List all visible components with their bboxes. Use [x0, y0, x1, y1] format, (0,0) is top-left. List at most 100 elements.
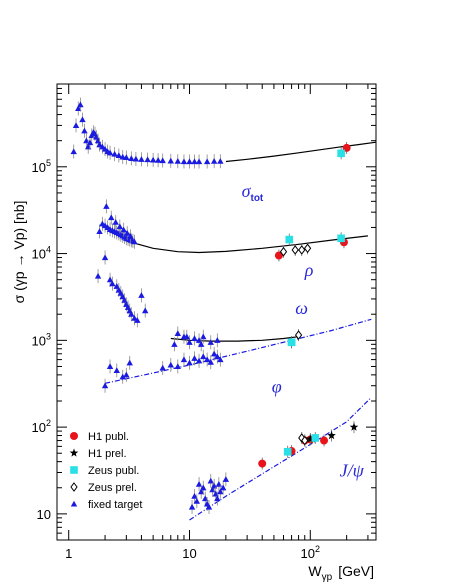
point-fixed-target-phi: [214, 353, 221, 360]
legend-marker-h1_prel: [69, 448, 79, 457]
y-tick-label: 103: [32, 331, 51, 348]
point-zeus_prel-rho: [279, 246, 288, 257]
point-h1_publ-jpsi: [258, 459, 267, 468]
point-fixed-target-jpsi: [191, 492, 198, 499]
point-fixed-target-tot: [96, 141, 103, 148]
point-fixed-target-tot: [138, 156, 145, 162]
point-fixed-target-phi: [191, 355, 198, 361]
point-fixed-target-tot: [115, 152, 123, 159]
point-fixed-target-rho_lowW: [142, 307, 149, 314]
point-zeus_prel-omega: [294, 330, 303, 340]
point-fixed-target-jpsi: [195, 480, 203, 487]
point-fixed-target-tot: [132, 155, 140, 162]
point-fixed-target-omega: [174, 330, 181, 337]
curves-layer: [104, 141, 377, 521]
point-fixed-target-jpsi: [200, 484, 207, 491]
legend: H1 publ. H1 prel. Zeus publ. Zeus prel. fixe…: [69, 431, 142, 511]
point-fixed-target-tot: [159, 157, 166, 164]
point-fixed-target-phi: [126, 359, 133, 366]
point-fixed-target-tot: [128, 155, 135, 161]
point-fixed-target-phi: [174, 363, 181, 370]
point-fixed-target-tot: [111, 150, 118, 157]
point-zeus_prel-jpsi: [301, 435, 309, 446]
point-fixed-target-tot: [203, 158, 211, 165]
point-fixed-target-rho_lowW: [113, 283, 120, 289]
point-fixed-target-tot: [75, 105, 82, 112]
point-fixed-target-rho: [120, 226, 127, 233]
point-fixed-target-tot: [106, 149, 114, 156]
point-h1_publ-rho: [274, 251, 283, 260]
point-fixed-target-tot: [86, 139, 94, 146]
legend-marker-zeus_publ: [70, 466, 78, 474]
point-fixed-target-phi: [101, 382, 109, 389]
curve-tot: [225, 141, 377, 163]
y-tick-label: 105: [32, 158, 51, 175]
legend-label-h1_publ: H1 publ.: [88, 431, 129, 443]
y-tick-label: 104: [32, 245, 51, 262]
point-fixed-target-rho_lowW: [106, 276, 114, 283]
point-fixed-target-jpsi: [222, 476, 230, 482]
label-tot: σtot: [242, 181, 264, 204]
point-zeus_prel-rho: [291, 245, 299, 255]
point-fixed-target-omega: [191, 335, 198, 342]
legend-label-h1_prel: H1 prel.: [88, 448, 127, 460]
point-fixed-target-rho: [112, 218, 119, 225]
curve-phi: [104, 318, 372, 384]
point-fixed-target-jpsi: [207, 477, 214, 484]
point-fixed-target-rho_lowW: [134, 317, 141, 323]
point-fixed-target-rho_lowW: [94, 272, 102, 279]
point-fixed-target-rho: [103, 203, 110, 209]
label-phi: φ: [272, 377, 282, 397]
point-fixed-target-jpsi: [217, 488, 224, 495]
point-fixed-target-omega: [186, 339, 193, 345]
point-fixed-target-phi: [203, 356, 211, 363]
point-fixed-target-phi: [195, 357, 203, 364]
point-fixed-target-phi: [167, 361, 174, 368]
point-fixed-target-omega: [195, 337, 203, 343]
point-fixed-target-jpsi: [215, 480, 223, 487]
point-fixed-target-tot: [174, 158, 181, 164]
point-fixed-target-omega: [171, 341, 178, 347]
label-jpsi: J/ψ: [340, 460, 365, 480]
label-omega: ω: [295, 298, 308, 318]
point-fixed-target-tot: [149, 156, 157, 163]
point-fixed-target-jpsi: [197, 488, 205, 495]
point-fixed-target-phi: [183, 333, 191, 340]
point-zeus_publ-phi: [287, 338, 296, 347]
point-fixed-target-rho: [116, 223, 124, 230]
x-axis-title: Wγp [GeV]: [308, 563, 374, 583]
point-fixed-target-tot: [70, 148, 77, 155]
point-fixed-target-rho: [108, 214, 115, 221]
point-zeus_prel-rho: [298, 245, 306, 255]
plot-frame: [56, 83, 377, 541]
labels-layer: σtot ρω φ J/ψ: [242, 181, 365, 481]
point-fixed-target-tot: [217, 158, 224, 164]
point-fixed-target-tot: [72, 122, 80, 128]
point-zeus_publ-rho: [285, 235, 294, 244]
point-fixed-target-phi: [200, 353, 207, 360]
point-zeus_publ-rho: [337, 234, 345, 243]
point-zeus_publ-jpsi: [311, 434, 320, 442]
point-h1_prel-jpsi: [306, 434, 315, 443]
legend-label-zeus_publ: Zeus publ.: [88, 465, 139, 477]
point-fixed-target-phi: [180, 356, 188, 363]
point-fixed-target-jpsi: [188, 503, 196, 510]
legend-label-zeus_prel: Zeus prel.: [88, 482, 137, 494]
y-tick-label: 10: [37, 507, 51, 522]
point-fixed-target-jpsi: [214, 495, 221, 502]
label-rho: ρ: [304, 260, 314, 280]
point-fixed-target-rho_lowW: [131, 314, 138, 321]
point-zeus_prel-rho: [303, 243, 312, 254]
legend-marker-zeus_prel: [70, 482, 78, 492]
point-fixed-target-omega: [214, 337, 221, 343]
point-fixed-target-phi: [197, 341, 205, 347]
x-tick-label: 102: [301, 544, 320, 561]
point-fixed-target-rho_lowW: [109, 280, 116, 287]
point-fixed-target-phi: [217, 356, 224, 363]
point-fixed-target-tot: [81, 127, 88, 134]
point-fixed-target-phi: [186, 359, 193, 366]
point-fixed-target-phi: [119, 373, 126, 380]
point-fixed-target-rho: [124, 229, 131, 236]
point-fixed-target-tot: [123, 154, 130, 161]
